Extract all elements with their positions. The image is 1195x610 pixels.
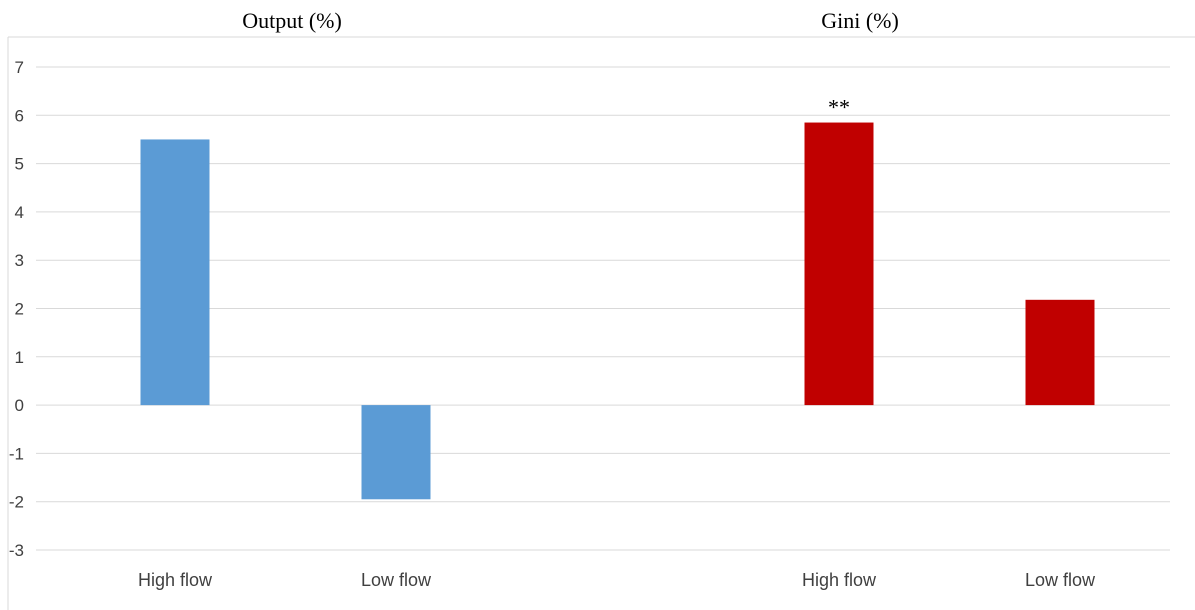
bars [140, 122, 1095, 500]
bar [140, 139, 210, 406]
gini-panel-title: Gini (%) [821, 8, 899, 33]
gridlines [36, 66, 1170, 551]
y-tick-label: 1 [15, 348, 24, 367]
x-category-label: Low flow [1025, 570, 1096, 590]
y-tick-label: 3 [15, 251, 24, 270]
y-tick-label: 6 [15, 106, 24, 125]
output-panel-title: Output (%) [242, 8, 342, 33]
bar [804, 122, 874, 406]
x-category-label: High flow [138, 570, 213, 590]
y-tick-label: -2 [9, 493, 24, 512]
bar [361, 405, 431, 500]
y-axis-ticks: 7 6 5 4 3 2 1 0 -1 -2 -3 [9, 58, 24, 560]
annotations: ** [828, 95, 850, 120]
significance-annotation: ** [828, 95, 850, 120]
y-tick-label: 4 [15, 203, 24, 222]
y-tick-label: 0 [15, 396, 24, 415]
y-tick-label: -3 [9, 541, 24, 560]
y-tick-label: 2 [15, 300, 24, 319]
y-tick-label: 7 [15, 58, 24, 77]
x-category-label: Low flow [361, 570, 432, 590]
bar [1025, 299, 1095, 406]
category-labels: High flow Low flow High flow Low flow [138, 570, 1096, 590]
y-tick-label: 5 [15, 155, 24, 174]
y-tick-label: -1 [9, 444, 24, 463]
x-category-label: High flow [802, 570, 877, 590]
